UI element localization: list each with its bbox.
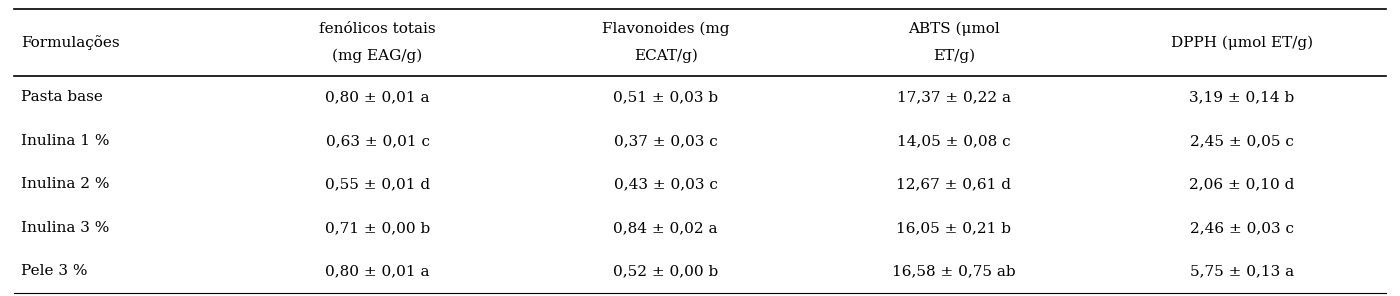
Text: Inulina 1 %: Inulina 1 % [21,134,109,148]
Text: fenólicos totais: fenólicos totais [319,22,435,36]
Text: Pele 3 %: Pele 3 % [21,264,87,278]
Text: 2,45 ± 0,05 c: 2,45 ± 0,05 c [1190,134,1294,148]
Text: ECAT/g): ECAT/g) [634,49,697,63]
Text: 2,06 ± 0,10 d: 2,06 ± 0,10 d [1189,177,1295,192]
Text: DPPH (μmol ET/g): DPPH (μmol ET/g) [1170,35,1313,49]
Text: 0,52 ± 0,00 b: 0,52 ± 0,00 b [613,264,718,278]
Text: 12,67 ± 0,61 d: 12,67 ± 0,61 d [896,177,1011,192]
Text: Inulina 2 %: Inulina 2 % [21,177,109,192]
Text: (mg EAG/g): (mg EAG/g) [332,49,423,63]
Text: 16,58 ± 0,75 ab: 16,58 ± 0,75 ab [892,264,1015,278]
Text: ET/g): ET/g) [932,49,974,63]
Text: 14,05 ± 0,08 c: 14,05 ± 0,08 c [897,134,1011,148]
Text: 16,05 ± 0,21 b: 16,05 ± 0,21 b [896,221,1011,235]
Text: ABTS (μmol: ABTS (μmol [909,22,1000,36]
Text: Flavonoides (mg: Flavonoides (mg [602,22,729,36]
Text: Inulina 3 %: Inulina 3 % [21,221,109,235]
Text: 2,46 ± 0,03 c: 2,46 ± 0,03 c [1190,221,1294,235]
Text: 17,37 ± 0,22 a: 17,37 ± 0,22 a [897,91,1011,104]
Text: 0,80 ± 0,01 a: 0,80 ± 0,01 a [325,91,430,104]
Text: 0,80 ± 0,01 a: 0,80 ± 0,01 a [325,264,430,278]
Text: 3,19 ± 0,14 b: 3,19 ± 0,14 b [1190,91,1295,104]
Text: Pasta base: Pasta base [21,91,102,104]
Text: Formulações: Formulações [21,35,119,50]
Text: 0,84 ± 0,02 a: 0,84 ± 0,02 a [613,221,718,235]
Text: 0,55 ± 0,01 d: 0,55 ± 0,01 d [325,177,430,192]
Text: 0,63 ± 0,01 c: 0,63 ± 0,01 c [326,134,430,148]
Text: 0,51 ± 0,03 b: 0,51 ± 0,03 b [613,91,718,104]
Text: 5,75 ± 0,13 a: 5,75 ± 0,13 a [1190,264,1294,278]
Text: 0,43 ± 0,03 c: 0,43 ± 0,03 c [613,177,718,192]
Text: 0,37 ± 0,03 c: 0,37 ± 0,03 c [613,134,718,148]
Text: 0,71 ± 0,00 b: 0,71 ± 0,00 b [325,221,430,235]
